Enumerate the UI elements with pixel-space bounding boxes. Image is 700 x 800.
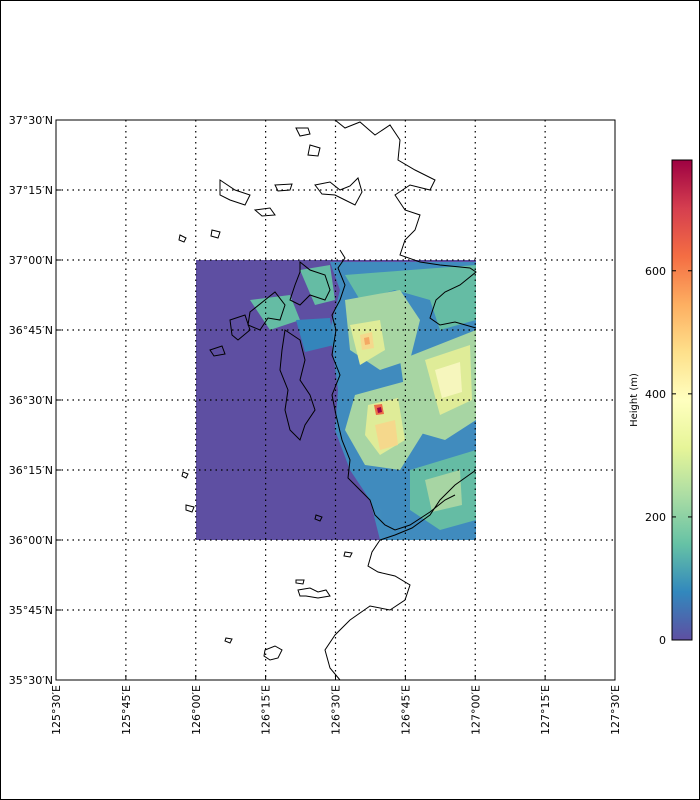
lon-label: 127°30′E: [609, 685, 622, 735]
lat-label: 37°30′N: [9, 114, 53, 127]
lat-label: 36°15′N: [9, 464, 53, 477]
lon-label: 127°00′E: [469, 685, 482, 735]
colorbar-gradient: [671, 159, 693, 641]
axis-ticks: [55, 119, 616, 681]
lon-label: 126°00′E: [190, 685, 203, 735]
lat-label: 36°30′N: [9, 394, 53, 407]
lon-label: 126°15′E: [260, 685, 273, 735]
lon-label: 127°15′E: [539, 685, 552, 735]
colorbar-label: Height (m): [629, 373, 640, 427]
latitude-labels: 37°30′N 37°15′N 37°00′N 36°45′N 36°30′N 36°15…: [9, 114, 53, 687]
lat-label: 35°30′N: [9, 674, 53, 687]
coastline: [178, 120, 477, 680]
lon-label: 125°30′E: [50, 685, 63, 735]
colorbar-ticks: 0 200 400 600: [645, 265, 692, 647]
lon-label: 126°30′E: [330, 685, 343, 735]
lat-label: 37°00′N: [9, 254, 53, 267]
colorbar-tick-label: 600: [645, 265, 666, 278]
lat-label: 36°45′N: [9, 324, 53, 337]
colorbar-tick-label: 0: [659, 634, 666, 647]
lat-label: 36°00′N: [9, 534, 53, 547]
lon-label: 126°45′E: [399, 685, 412, 735]
colorbar-tick-label: 200: [645, 511, 666, 524]
colorbar-tick-label: 400: [645, 388, 666, 401]
colorbar: 0 200 400 600 Height (m): [629, 159, 693, 647]
lon-label: 125°45′E: [120, 685, 133, 735]
longitude-labels: 125°30′E 125°45′E 126°00′E 126°15′E 126°30′E…: [50, 685, 622, 735]
lat-label: 35°45′N: [9, 604, 53, 617]
lat-label: 37°15′N: [9, 184, 53, 197]
